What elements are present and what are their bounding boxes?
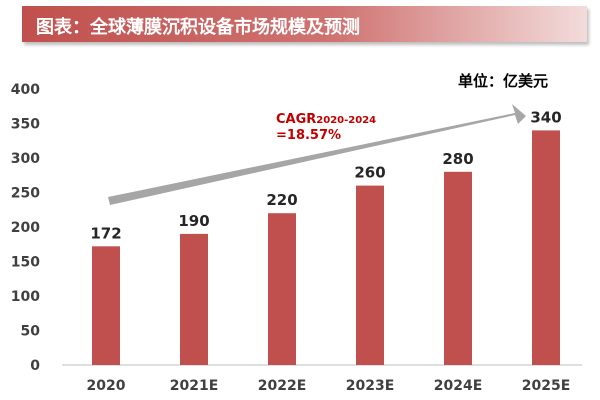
cagr-period: 2020-2024	[316, 115, 376, 126]
x-tick-label: 2024E	[434, 378, 483, 394]
y-tick-label: 300	[11, 151, 40, 167]
cagr-label: CAGR2020-2024	[276, 112, 376, 127]
trend-arrow-shape	[108, 104, 526, 205]
data-label: 260	[354, 164, 385, 182]
cagr-value: =18.57%	[276, 128, 341, 143]
data-label: 172	[90, 224, 121, 242]
title-banner: 图表：全球薄膜沉积设备市场规模及预测	[22, 6, 587, 42]
y-tick-label: 150	[11, 255, 40, 271]
cagr-main: CAGR	[276, 112, 316, 127]
y-tick-label: 400	[11, 82, 40, 98]
bar	[92, 246, 120, 365]
bar-series	[92, 130, 560, 365]
bar	[180, 233, 208, 365]
bar	[356, 185, 384, 365]
unit-label: 单位：亿美元	[458, 72, 548, 90]
x-tick-label: 2020	[87, 378, 126, 394]
bar	[268, 213, 296, 365]
chart-title: 图表：全球薄膜沉积设备市场规模及预测	[36, 17, 360, 38]
data-label: 190	[178, 212, 209, 230]
data-label: 280	[442, 150, 473, 168]
y-tick-label: 250	[11, 186, 40, 202]
x-tick-label: 2023E	[346, 378, 395, 394]
y-tick-label: 200	[11, 220, 40, 236]
bar	[444, 171, 472, 365]
cagr-arrow	[108, 104, 526, 205]
x-tick-label: 2025E	[522, 378, 571, 394]
y-tick-label: 0	[30, 358, 40, 374]
data-label: 340	[530, 108, 561, 126]
x-axis: 2020 2021E 2022E 2023E 2024E 2025E	[87, 378, 571, 394]
y-tick-label: 50	[21, 324, 41, 340]
y-tick-label: 100	[11, 289, 40, 305]
x-tick-label: 2022E	[258, 378, 307, 394]
bar	[532, 130, 560, 365]
value-labels: 172 190 220 260 280 340	[90, 108, 561, 242]
y-tick-label: 350	[11, 117, 40, 133]
data-label: 220	[266, 191, 297, 209]
x-tick-label: 2021E	[170, 378, 219, 394]
y-axis: 0 50 100 150 200 250 300 350 400	[11, 82, 40, 374]
